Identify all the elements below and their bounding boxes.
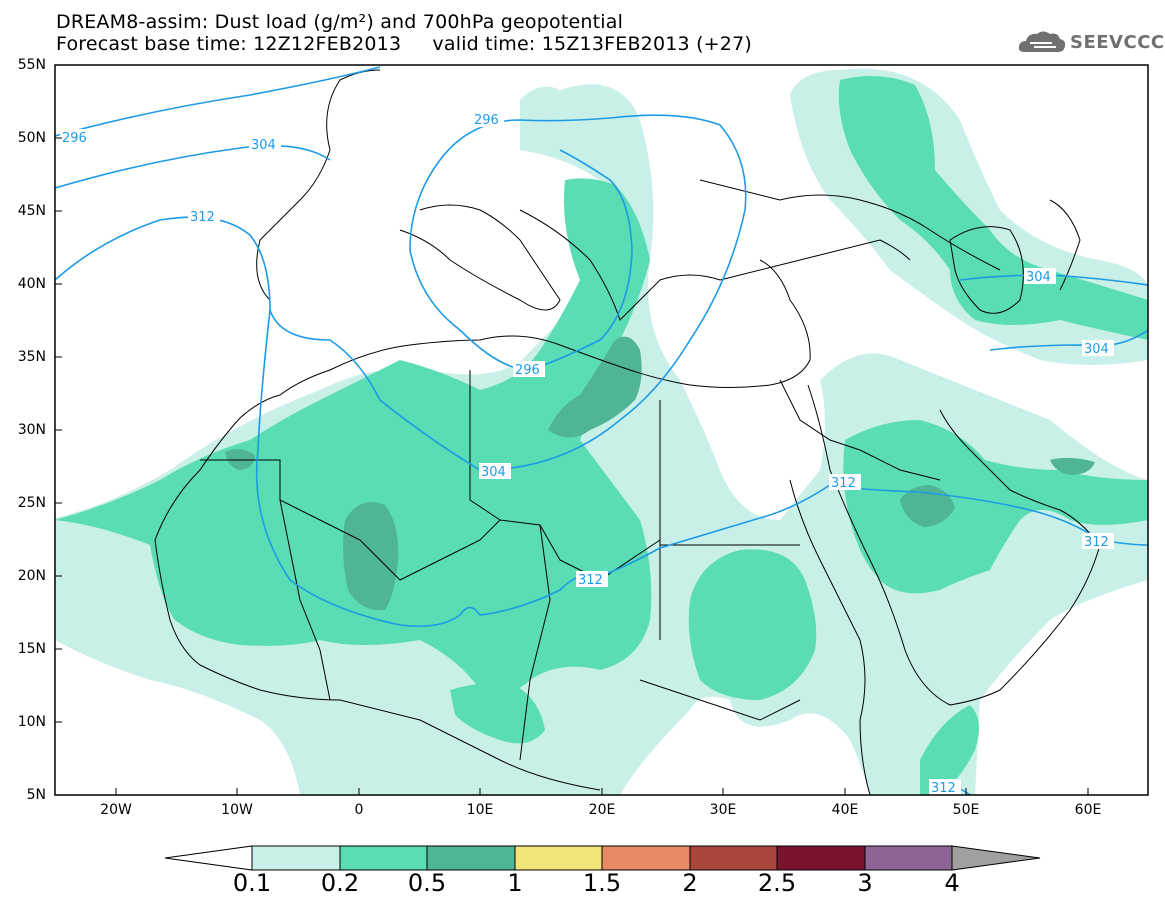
logo-text: SEEVCCC [1070,32,1165,53]
contour-label: 312 [931,781,956,796]
colorbar-swatch [776,845,866,871]
colorbar [164,845,1041,871]
colorbar-label: 2 [682,869,698,897]
coastline [807,384,1001,706]
contour-312 [55,114,747,471]
dust-area-high [900,485,955,527]
contour-label: 296 [62,131,87,146]
contour-296 [55,66,381,137]
lat-label: 45N [17,203,46,219]
dust-field [55,68,1148,795]
coastline [519,209,721,321]
colorbar-label: 0.5 [407,869,447,897]
contour-label: 312 [831,476,856,491]
border [469,370,501,521]
coastlines [154,69,1101,795]
dust-area-mid [920,705,979,795]
contour-304 [989,329,1148,351]
dust-area-high [1050,457,1095,475]
lat-label: 5N [26,787,46,803]
coastline [939,409,1101,691]
colorbar-swatch [251,845,341,871]
coastline [154,417,241,541]
coastline [789,479,871,795]
contour-label: 304 [1084,342,1109,357]
lat-label: 10N [17,714,46,730]
forecast-time-line: Forecast base time: 12Z12FEB2013 valid t… [56,33,752,55]
contour-label: 312 [1084,535,1109,550]
colorbar-label: 2.5 [757,869,797,897]
coastline [1049,199,1081,291]
colorbar-label: 1 [507,869,523,897]
lat-label: 25N [17,495,46,511]
lon-label: 10E [466,802,494,818]
dust-area-mid [688,549,817,700]
dust-area-mid [450,683,545,744]
axis-ticks [55,64,1089,795]
coastline [399,204,561,311]
coastline [256,69,381,301]
lat-label: 35N [17,349,46,365]
coastline [949,226,1024,314]
dust-area-high [343,502,399,611]
lat-label: 30N [17,422,46,438]
colorbar-label: 3 [857,869,873,897]
colorbar-label: 1.5 [582,869,622,897]
colorbar-min-arrow [164,845,253,871]
contour-labels: 296 304 312 296 304 296 304 304 312 312 … [60,111,1114,796]
colorbar-swatch [339,845,428,871]
lon-label: 60E [1074,802,1102,818]
lat-label: 20N [17,568,46,584]
lon-label: 10W [221,802,253,818]
dust-area-mid [838,76,1148,340]
contour-304 [55,144,331,189]
border [779,379,941,481]
dust-area-high [548,336,642,438]
dust-area-mid [843,420,1148,594]
contour-label: 304 [1026,270,1051,285]
coastline [154,539,601,791]
contour-label: 296 [474,113,499,128]
colorbar-label: 0.1 [232,869,272,897]
colorbar-swatch [601,845,691,871]
colorbar-swatch [864,845,953,871]
lon-label: 20W [100,802,132,818]
colorbar-swatch [426,845,516,871]
lon-label: 0 [354,802,364,818]
colorbar-max-arrow [951,845,1041,871]
seevccc-logo: SEEVCCC [1018,28,1164,58]
contour-label: 312 [578,573,603,588]
coastline [719,239,911,281]
lon-label: 50E [952,802,980,818]
colorbar-swatch [689,845,778,871]
lat-label: 15N [17,641,46,657]
coastline [699,179,1001,271]
lon-label: 20E [588,802,616,818]
cloud-icon [1018,31,1066,52]
lat-label: 55N [17,57,46,73]
lon-label: 30E [709,802,737,818]
lon-label: 40E [831,802,859,818]
border [639,679,801,721]
dust-area-mid [55,178,652,694]
contour-label: 304 [481,465,506,480]
border [279,499,331,701]
contour-label: 304 [251,138,276,153]
colorbar-label: 0.2 [320,869,360,897]
map-title: DREAM8-assim: Dust load (g/m²) and 700hP… [56,11,624,33]
lat-label: 40N [17,276,46,292]
coastline [239,259,811,419]
border [519,524,551,761]
contour-label: 312 [190,210,215,225]
lat-label: 50N [17,130,46,146]
colorbar-label: 4 [944,869,960,897]
contour-label: 296 [515,363,540,378]
colorbar-swatch [514,845,603,871]
